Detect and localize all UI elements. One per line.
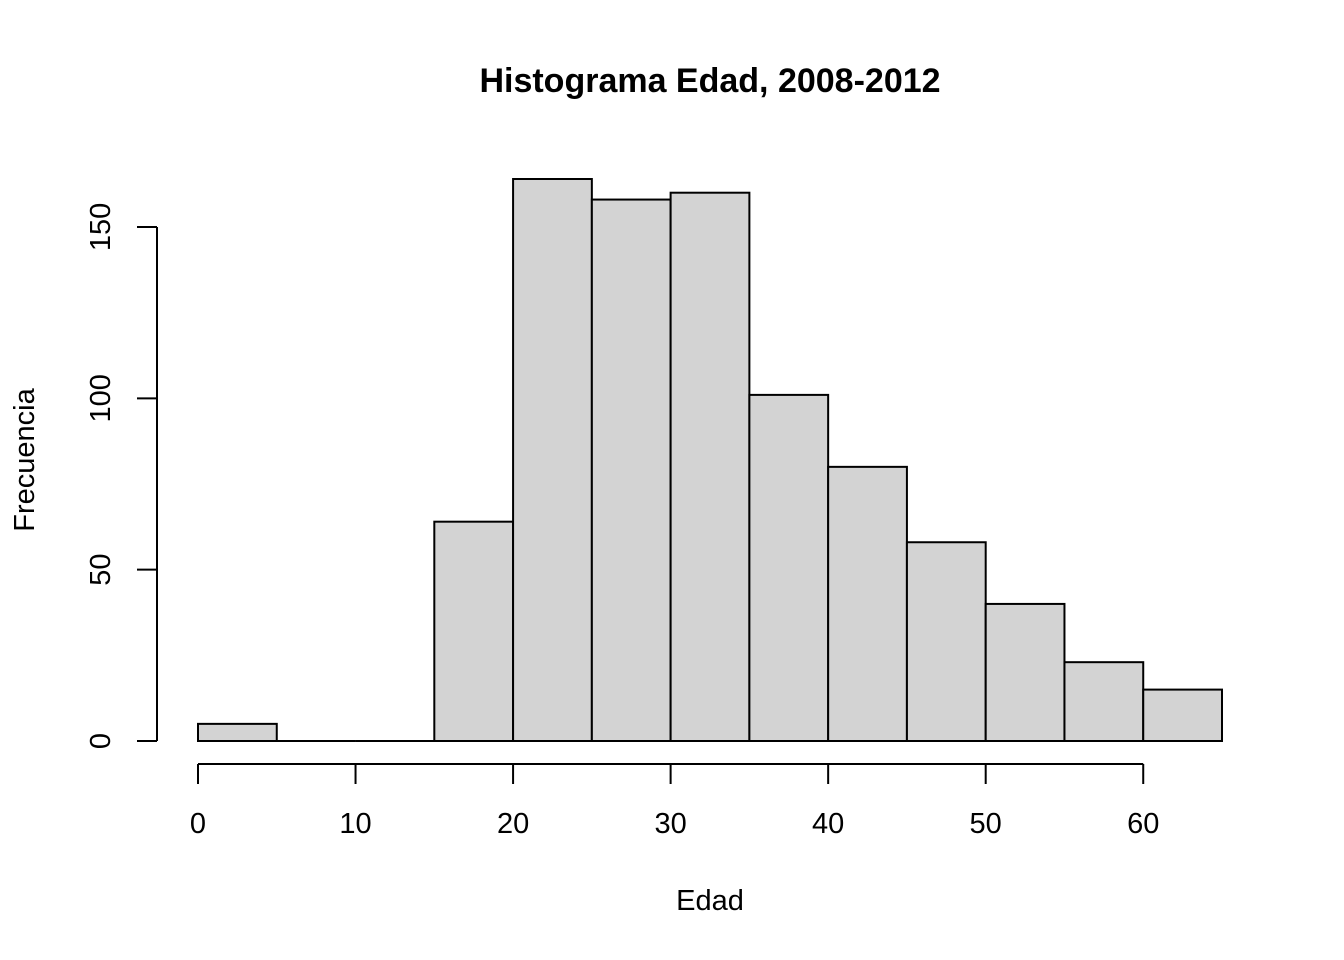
histogram-bar xyxy=(433,520,515,742)
histogram-bar xyxy=(1142,688,1223,742)
histogram-bar xyxy=(827,465,908,742)
x-tick-label: 60 xyxy=(1127,808,1159,840)
x-tick-label: 40 xyxy=(812,808,844,840)
y-tick-label: 50 xyxy=(85,554,117,586)
y-tick-label: 150 xyxy=(85,203,117,251)
bars-group xyxy=(197,178,1223,742)
y-tick-label: 100 xyxy=(85,374,117,422)
histogram-bar xyxy=(905,541,987,742)
chart-title: Histograma Edad, 2008-2012 xyxy=(479,62,940,100)
x-tick-label: 0 xyxy=(190,808,206,840)
histogram-bar xyxy=(590,198,672,742)
x-tick-label: 10 xyxy=(339,808,371,840)
histogram-bar xyxy=(197,722,278,742)
histogram-bar xyxy=(748,393,830,742)
y-tick-label: 0 xyxy=(85,733,117,749)
x-tick-label: 20 xyxy=(497,808,529,840)
histogram-bar xyxy=(669,191,751,742)
x-axis-label: Edad xyxy=(676,885,744,917)
y-axis-label: Frecuencia xyxy=(9,387,41,531)
y-axis: 0 50 100 150 xyxy=(85,203,158,749)
histogram-bar xyxy=(984,602,1066,742)
x-tick-label: 30 xyxy=(654,808,686,840)
histogram-bar xyxy=(1063,661,1145,742)
histogram-bar xyxy=(512,178,593,742)
x-tick-label: 50 xyxy=(970,808,1002,840)
x-axis: 0 10 20 30 40 50 60 xyxy=(190,763,1159,840)
